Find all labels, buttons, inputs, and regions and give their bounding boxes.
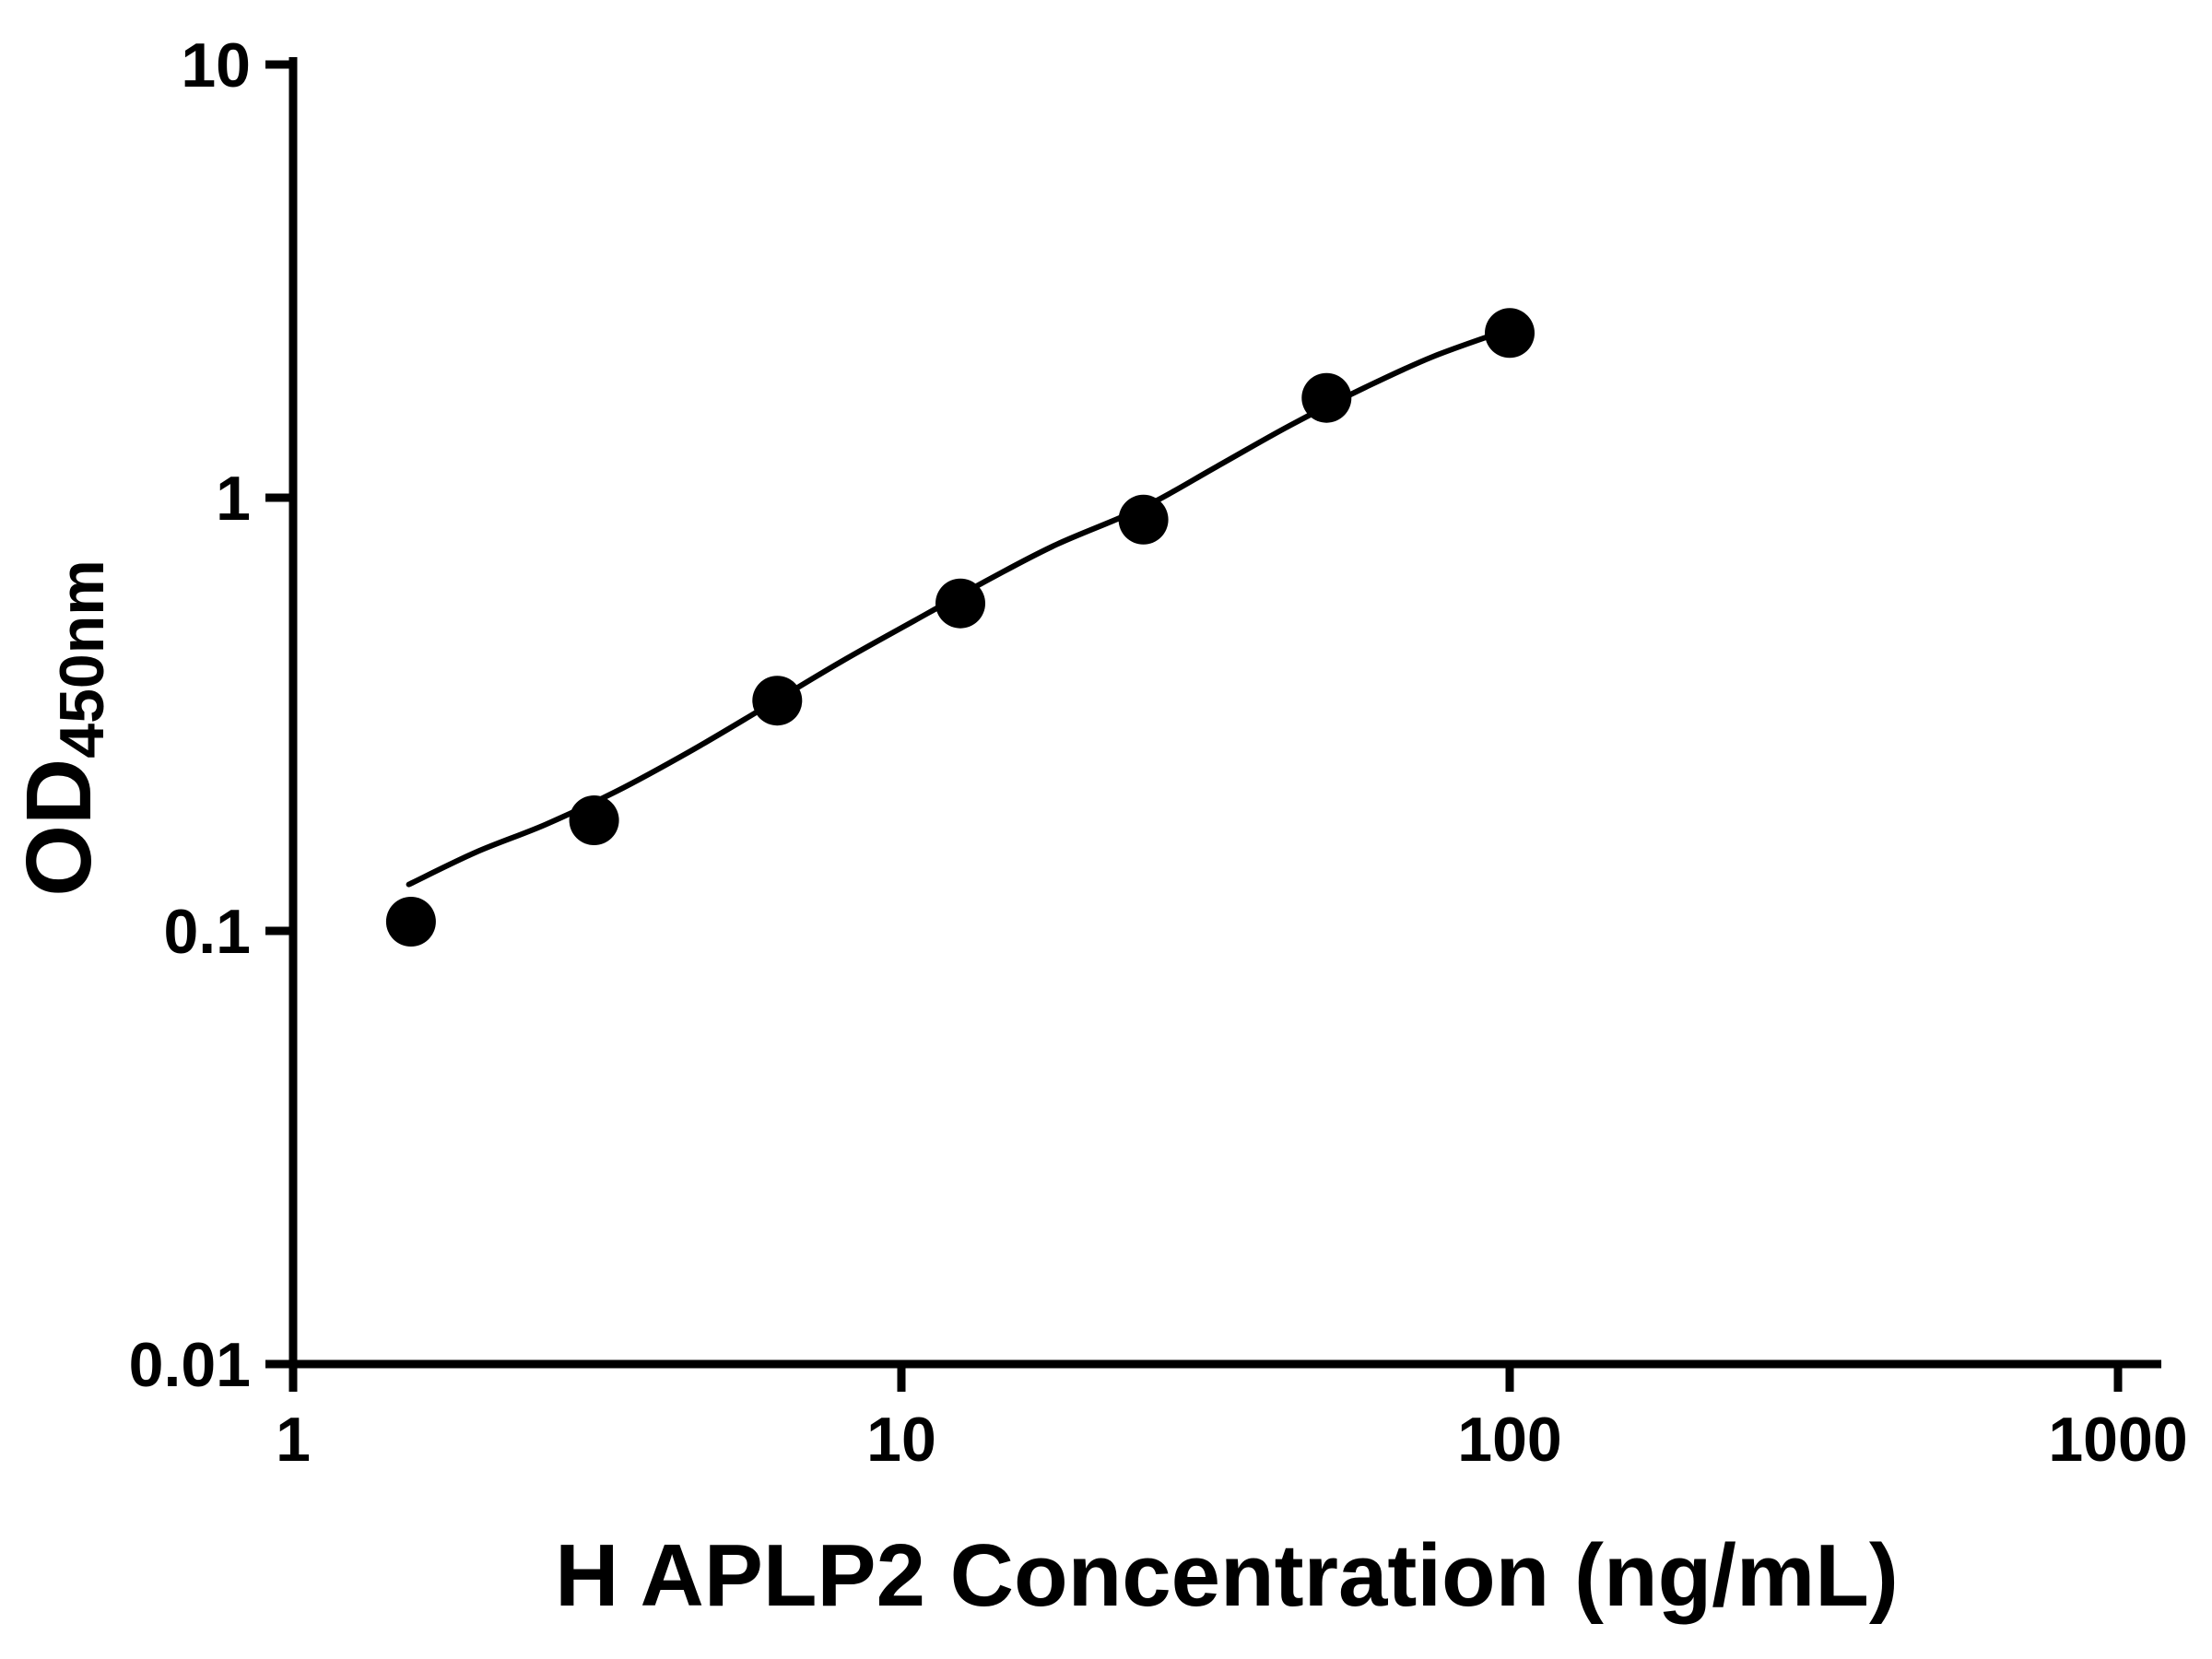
x-tick-label: 10 bbox=[866, 1405, 936, 1475]
axis-spines bbox=[288, 57, 2161, 1369]
data-point bbox=[1485, 308, 1535, 359]
axes bbox=[288, 57, 2161, 1369]
y-axis-title-main: OD bbox=[7, 759, 111, 897]
y-tick-label: 0.1 bbox=[163, 897, 251, 967]
data-point bbox=[569, 795, 619, 845]
y-axis-title-sub: 450nm bbox=[47, 559, 117, 758]
y-axis-title: OD450nm bbox=[7, 559, 117, 896]
x-tick-label: 100 bbox=[1457, 1405, 1561, 1475]
y-tick-label: 0.01 bbox=[129, 1330, 251, 1400]
x-tick-label: 1 bbox=[276, 1405, 311, 1475]
tick-marks bbox=[265, 60, 2123, 1392]
data-points bbox=[385, 308, 1535, 947]
x-axis-title: H APLP2 Concentration (ng/mL) bbox=[555, 1526, 1899, 1625]
data-point bbox=[1301, 372, 1352, 423]
y-tick-label: 1 bbox=[216, 464, 251, 534]
x-tick-label: 1000 bbox=[2048, 1405, 2187, 1475]
data-point bbox=[1118, 494, 1169, 545]
data-point bbox=[752, 676, 803, 726]
tick-labels: 1 10 100 1000 10 1 0.1 0.01 bbox=[129, 30, 2188, 1475]
data-point bbox=[935, 578, 985, 629]
y-tick-label: 10 bbox=[181, 30, 251, 100]
data-point bbox=[385, 897, 436, 947]
